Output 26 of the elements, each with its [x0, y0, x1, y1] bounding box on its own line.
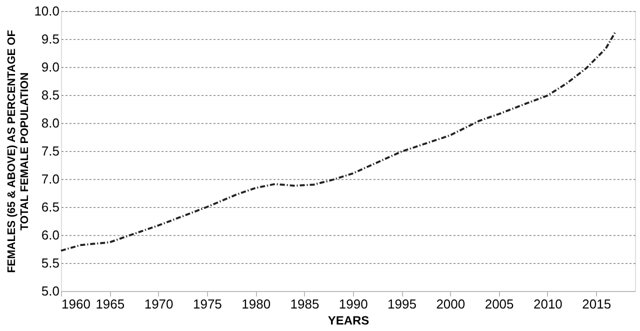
y-tick-label: 9.0 — [41, 60, 60, 74]
x-tick-label: 1970 — [144, 296, 174, 312]
x-tick-label: 1985 — [290, 296, 320, 312]
x-tick-label: 1975 — [192, 296, 222, 312]
x-axis-title: YEARS — [328, 314, 370, 328]
y-tick-label: 7.0 — [41, 172, 60, 186]
x-tick-label: 1960 — [62, 296, 90, 312]
x-tick-label: 2015 — [582, 296, 612, 312]
x-tick-label: 1990 — [338, 296, 368, 312]
x-tick-label: 1965 — [96, 296, 125, 312]
x-tick-label: 1980 — [242, 296, 271, 312]
x-tick-label: 2010 — [533, 296, 562, 312]
y-tick-label: 8.0 — [41, 116, 60, 130]
line-series — [60, 30, 617, 252]
y-axis-title: FEMALES (65 & ABOVE) AS PERCENTAGE OF TOTAL FEMALE POPULATION — [6, 30, 32, 273]
y-tick-label: 6.5 — [41, 200, 60, 214]
x-tick-label: 2000 — [436, 296, 466, 312]
y-tick-label: 5.0 — [41, 284, 60, 298]
y-tick-label: 8.5 — [41, 88, 60, 102]
y-tick-label: 10.0 — [34, 4, 60, 18]
y-tick-label: 5.5 — [41, 256, 60, 270]
x-tick-label: 1995 — [388, 296, 416, 312]
y-tick-label: 9.5 — [41, 32, 60, 46]
y-tick-label: 7.5 — [41, 144, 60, 158]
x-tick-label: 2005 — [484, 296, 514, 312]
y-tick-label: 6.0 — [41, 228, 60, 242]
